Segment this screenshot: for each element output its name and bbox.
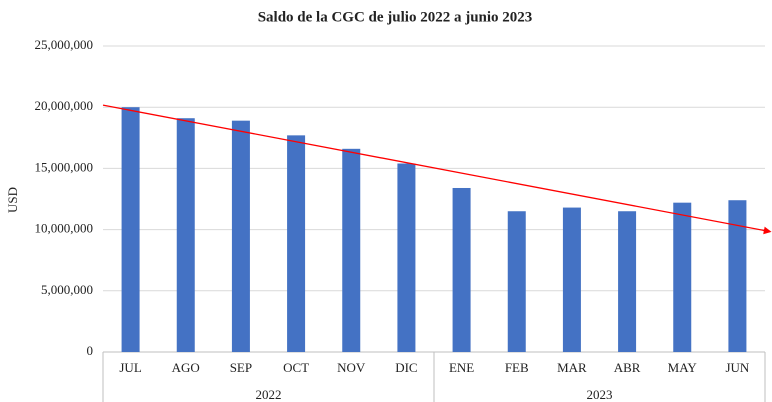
x-tick-label: OCT	[283, 360, 309, 375]
x-tick-label: DIC	[395, 360, 417, 375]
bar	[452, 187, 471, 352]
y-axis-label: USD	[5, 187, 20, 213]
y-tick-label: 10,000,000	[35, 221, 94, 236]
chart-title: Saldo de la CGC de julio 2022 a junio 20…	[258, 9, 533, 25]
y-tick-label: 0	[87, 343, 94, 358]
bar	[121, 107, 140, 352]
trend-line	[102, 104, 772, 235]
bar	[176, 118, 195, 352]
y-tick-label: 20,000,000	[35, 98, 94, 113]
x-tick-label: MAY	[668, 360, 698, 375]
y-tick-label: 25,000,000	[35, 37, 94, 52]
x-tick-label: FEB	[505, 360, 529, 375]
bar	[728, 200, 747, 352]
bar	[562, 207, 581, 352]
x-tick-label: NOV	[337, 360, 366, 375]
bar	[397, 163, 416, 352]
bar	[287, 135, 306, 352]
x-tick-label: AGO	[172, 360, 200, 375]
bar	[231, 120, 250, 352]
y-tick-label: 15,000,000	[35, 159, 94, 174]
x-tick-label: SEP	[230, 360, 252, 375]
x-tick-label: JUN	[725, 360, 749, 375]
bar	[618, 211, 637, 352]
x-tick-label: ABR	[614, 360, 641, 375]
x-tick-label: ENE	[449, 360, 474, 375]
y-tick-label: 5,000,000	[41, 282, 93, 297]
group-label: 2022	[256, 387, 282, 402]
bar	[342, 148, 361, 352]
x-tick-label: JUL	[119, 360, 141, 375]
bar	[673, 202, 692, 352]
group-label: 2023	[587, 387, 613, 402]
bar	[507, 211, 526, 352]
x-tick-label: MAR	[557, 360, 587, 375]
